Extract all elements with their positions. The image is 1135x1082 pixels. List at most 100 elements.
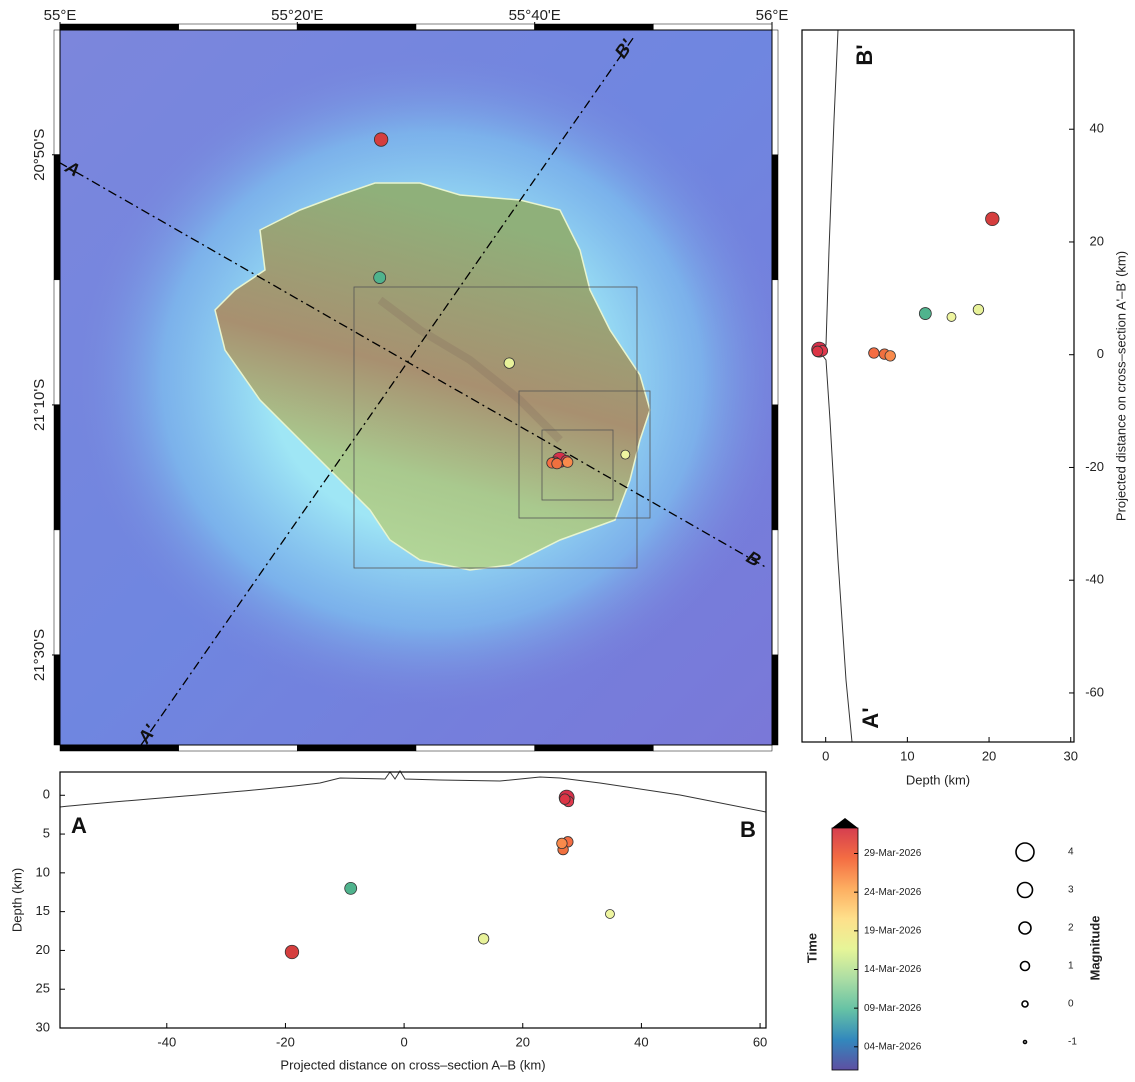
map-frame [60, 24, 179, 30]
event [374, 133, 388, 147]
map-frame [772, 530, 778, 655]
legend-size [1021, 962, 1030, 971]
colorbar-title: Time [804, 933, 819, 963]
y-axis-label: Projected distance on cross–section A'–B… [1113, 251, 1128, 521]
colorbar-tick-label: 04-Mar-2026 [864, 1041, 922, 1052]
event [478, 934, 489, 945]
map-frame [54, 30, 60, 155]
map-frame [535, 745, 654, 751]
map-frame [54, 155, 60, 280]
x-tick-label: 56°E [756, 7, 789, 24]
map-frame [297, 745, 416, 751]
map-frame [54, 530, 60, 655]
map-frame [772, 280, 778, 405]
map-frame [54, 655, 60, 745]
event [504, 358, 514, 369]
x-tick-label: 55°E [44, 7, 77, 24]
topography-profile [820, 30, 852, 742]
y-tick-label: 0 [43, 787, 50, 802]
topography-profile [60, 771, 766, 812]
event [973, 304, 984, 315]
section-label: B' [852, 44, 877, 65]
event [557, 838, 568, 849]
map-frame [297, 24, 416, 30]
x-tick-label: -20 [276, 1034, 295, 1049]
y-tick-label: 25 [36, 981, 50, 996]
x-axis-label: Depth (km) [906, 772, 970, 787]
event [345, 882, 357, 894]
figure: 55°E 55°20'E 55°40'E 56°E 20°50'S 21°10'S 21°3… [0, 0, 1135, 1077]
y-axis-label: Depth (km) [9, 868, 24, 932]
event [885, 351, 896, 362]
y-tick-label: 21°30'S [31, 629, 48, 681]
section-label: A' [858, 707, 883, 728]
event [869, 348, 880, 359]
x-tick-label: 20 [982, 748, 996, 763]
legend-title: Magnitude [1087, 916, 1102, 981]
y-tick-label: 15 [36, 903, 50, 918]
legend-size [1024, 1041, 1027, 1044]
x-tick-label: 20 [516, 1034, 530, 1049]
event [947, 312, 956, 321]
x-tick-label: -40 [157, 1034, 176, 1049]
event [986, 212, 1000, 226]
event [552, 458, 563, 469]
y-tick-label: 21°10'S [31, 379, 48, 431]
y-tick-label: 0 [1097, 346, 1104, 361]
legend-size-label: 4 [1068, 847, 1074, 858]
y-tick-label: -60 [1085, 684, 1104, 699]
y-tick-label: 30 [36, 1019, 50, 1034]
map-frame [416, 24, 535, 30]
section-label: B [740, 817, 756, 842]
map-frame [535, 24, 654, 30]
x-axis-label: Projected distance on cross–section A–B … [280, 1057, 545, 1072]
x-tick-label: 40 [634, 1034, 648, 1049]
map-frame [179, 24, 298, 30]
section-label: A [71, 813, 87, 838]
y-tick-label: -20 [1085, 459, 1104, 474]
map-frame [60, 745, 179, 751]
legend-size-label: 1 [1068, 961, 1074, 972]
event [374, 272, 386, 284]
colorbar-tick-label: 14-Mar-2026 [864, 964, 922, 975]
x-tick-label: 55°20'E [271, 7, 323, 24]
map-frame [772, 30, 778, 155]
colorbar [832, 828, 858, 1070]
event [562, 457, 573, 468]
colorbar-extension [832, 818, 858, 828]
legend-size [1016, 843, 1034, 861]
y-tick-label: 20 [1090, 233, 1104, 248]
legend-size [1022, 1001, 1028, 1007]
legend-size [1019, 922, 1031, 934]
colorbar-tick-label: 24-Mar-2026 [864, 887, 922, 898]
map-frame [653, 745, 772, 751]
map-frame [772, 655, 778, 745]
event [560, 794, 571, 805]
map-frame [772, 155, 778, 280]
map-frame [772, 405, 778, 530]
y-tick-label: 20 [36, 942, 50, 957]
colorbar-tick-label: 09-Mar-2026 [864, 1003, 922, 1014]
map-frame [653, 24, 772, 30]
y-tick-label: 20°50'S [31, 129, 48, 181]
y-tick-label: -40 [1085, 572, 1104, 587]
event [812, 346, 823, 357]
map-frame [179, 745, 298, 751]
colorbar-tick-label: 19-Mar-2026 [864, 925, 922, 936]
plot-frame [60, 772, 766, 1028]
map-background [60, 30, 792, 745]
legend-size-label: 2 [1068, 923, 1074, 934]
event [621, 450, 630, 459]
event [285, 945, 299, 959]
legend-size [1018, 883, 1033, 898]
x-tick-label: 60 [753, 1034, 767, 1049]
map-frame [416, 745, 535, 751]
x-tick-label: 10 [900, 748, 914, 763]
x-tick-label: 30 [1063, 748, 1077, 763]
x-tick-label: 0 [822, 748, 829, 763]
colorbar-tick-label: 29-Mar-2026 [864, 848, 922, 859]
x-tick-label: 55°40'E [509, 7, 561, 24]
x-tick-label: 0 [400, 1034, 407, 1049]
event [605, 909, 614, 918]
legend-size-label: -1 [1068, 1037, 1077, 1048]
